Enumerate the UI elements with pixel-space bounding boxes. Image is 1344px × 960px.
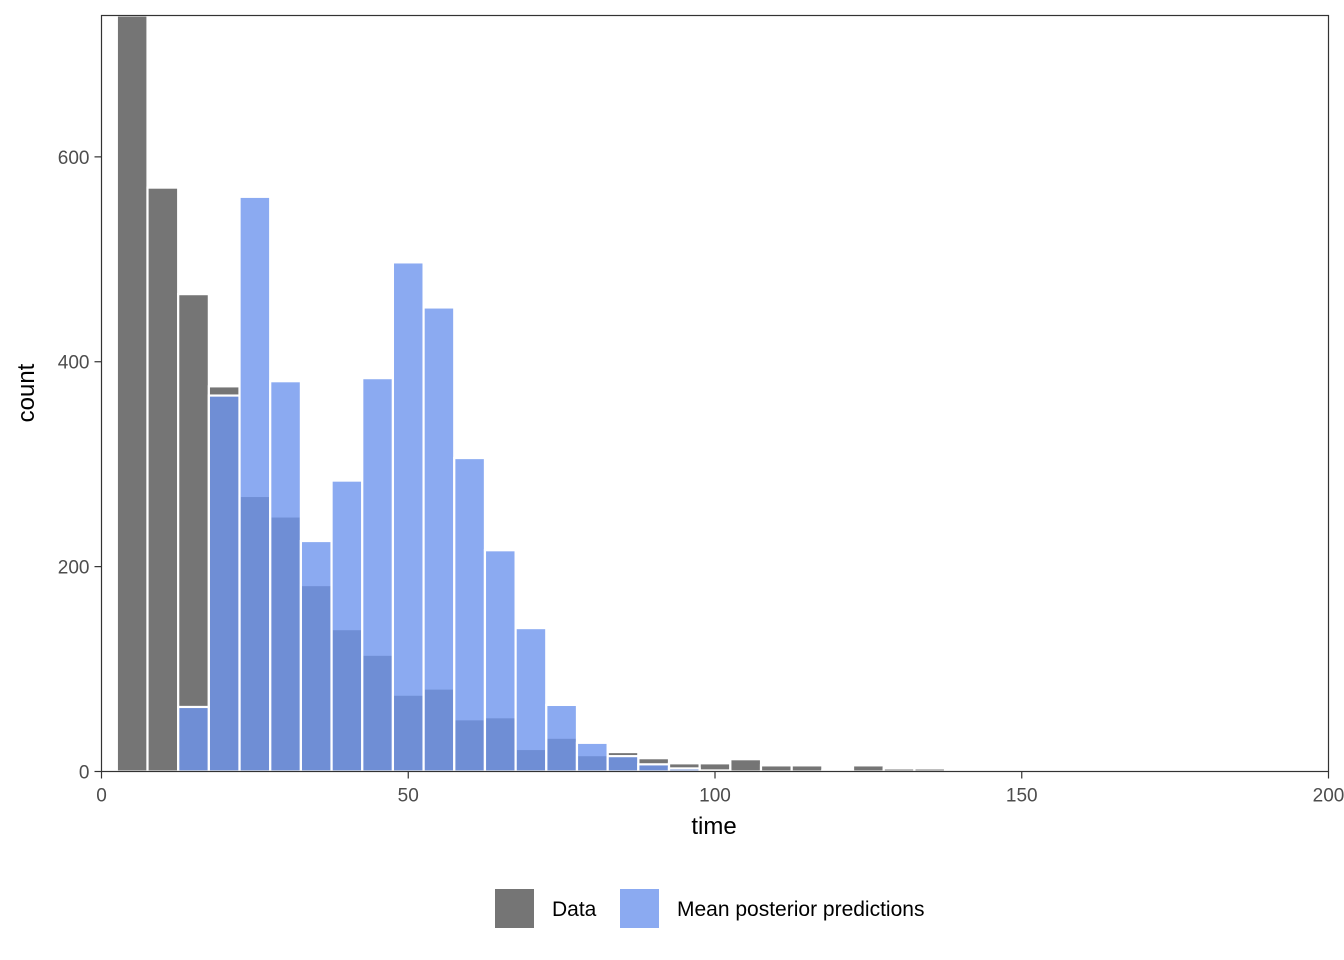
posterior-bars	[177, 195, 732, 773]
posterior-bar-90	[637, 763, 671, 773]
legend-label-posterior: Mean posterior predictions	[677, 898, 924, 921]
x-axis: 0 50 100 150 200	[96, 771, 1344, 807]
y-tick-label-200: 200	[58, 558, 90, 579]
data-bar-110	[759, 764, 793, 773]
posterior-bar-70	[514, 626, 548, 773]
y-tick-label-600: 600	[58, 148, 90, 169]
posterior-bar-45	[361, 377, 395, 773]
x-tick-label-100: 100	[699, 786, 731, 807]
posterior-bar-50	[391, 261, 425, 773]
posterior-bar-15	[177, 705, 210, 773]
x-tick-label-200: 200	[1313, 786, 1344, 807]
posterior-bar-25	[238, 195, 272, 773]
posterior-bar-65	[483, 549, 517, 773]
posterior-bar-35	[299, 539, 333, 773]
y-tick-label-0: 0	[79, 763, 90, 784]
posterior-bar-20	[207, 394, 241, 773]
x-tick-label-150: 150	[1006, 786, 1038, 807]
legend: Data Mean posterior predictions	[495, 889, 924, 928]
y-axis-title: count	[13, 363, 40, 422]
data-bar-105	[729, 758, 763, 773]
posterior-bar-75	[545, 703, 579, 773]
legend-key-posterior	[620, 889, 659, 928]
legend-key-data	[495, 889, 534, 928]
legend-label-data: Data	[552, 898, 597, 921]
y-axis: 0 200 400 600	[58, 148, 102, 784]
x-tick-label-50: 50	[398, 786, 419, 807]
x-tick-label-0: 0	[96, 786, 107, 807]
posterior-bar-60	[453, 456, 487, 773]
data-bar-5	[115, 14, 149, 773]
posterior-bar-55	[422, 306, 456, 773]
data-bar-115	[790, 764, 824, 773]
posterior-bar-40	[330, 479, 364, 773]
data-bar-10	[146, 186, 180, 773]
posterior-bar-30	[269, 380, 302, 773]
data-bar-15	[177, 293, 210, 773]
posterior-bar-85	[606, 755, 640, 773]
x-axis-title: time	[691, 813, 736, 840]
data-bar-125	[851, 764, 885, 773]
y-tick-label-400: 400	[58, 353, 90, 374]
posterior-bar-80	[575, 741, 609, 773]
